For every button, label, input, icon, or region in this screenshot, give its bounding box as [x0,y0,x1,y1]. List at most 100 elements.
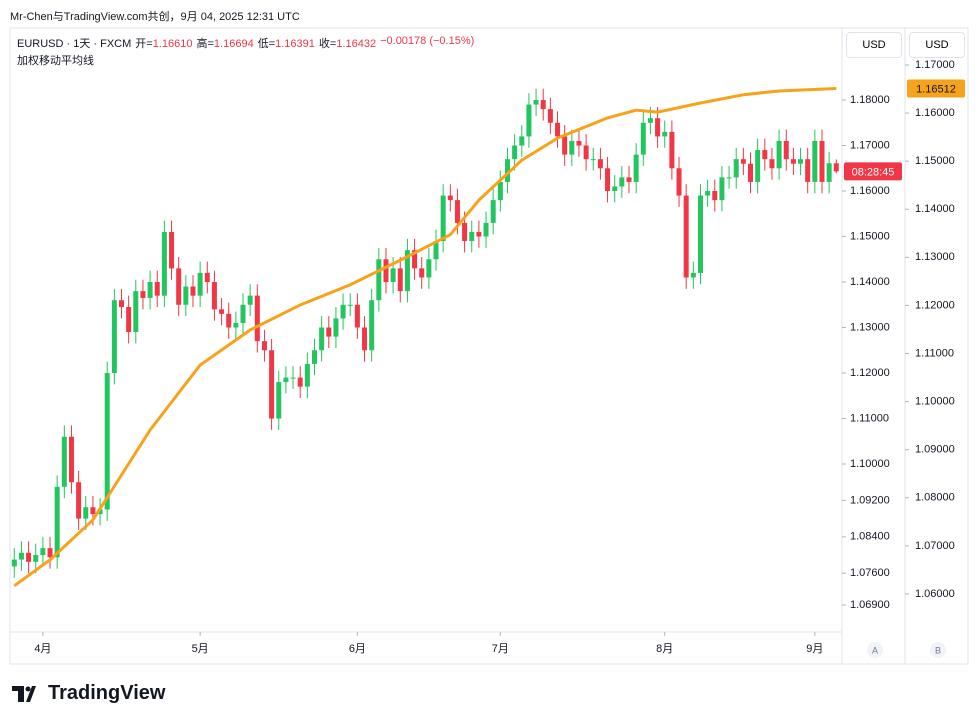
candle-body [783,140,789,160]
candle-body [254,295,260,342]
last-value-label: 1.16512 [916,83,956,95]
candle-body [433,241,439,260]
legend-value: 1.16391 [275,38,315,50]
candle-body [619,177,625,187]
candle-body [154,282,160,296]
last-value-box [907,79,965,98]
candle-body [161,231,167,296]
candle-body [769,159,775,169]
candle-body [11,559,17,567]
candle-body [169,231,175,269]
legend-value: 1.16694 [213,38,254,50]
currency-button[interactable]: USD [846,32,902,58]
candle-body [40,548,46,556]
candle-body [819,140,825,182]
y2-tick-label: 1.07000 [915,540,955,552]
candle-body [497,181,503,201]
attribution: Mr-Chen与TradingView.com共创，9月 04, 2025 12… [10,11,300,23]
candle-body [61,436,67,487]
candle-body [454,200,460,223]
candle-body [204,272,210,283]
candle-body [390,268,396,283]
candle-body [126,307,132,333]
candle-body [597,159,603,169]
scale-button-label[interactable]: A [872,645,878,655]
candle-body [569,140,575,155]
symbol: EURUSD · 1天 · FXCM [17,38,132,50]
y-tick-label: 1.14000 [850,276,890,288]
x-tick-label: 7月 [492,643,509,655]
candle-body [469,231,475,242]
candle-body [633,154,639,182]
y-tick-label: 1.06900 [850,599,890,611]
candle-body [647,118,653,123]
candle-body [412,250,418,269]
candle-body [576,140,582,146]
brand-name: TradingView [48,682,166,704]
candle-body [119,300,125,308]
candle-body [462,222,468,242]
candle-body [283,377,289,383]
candle-body [176,268,182,305]
candle-body [354,304,360,328]
candle-body [776,140,782,169]
y-tick-label: 1.11000 [850,412,889,424]
scale-button-label[interactable]: B [935,645,941,655]
candle-body [590,159,596,161]
y2-tick-label: 1.09000 [915,444,955,456]
change: −0.00178 (−0.15%) [380,35,475,47]
candle-body [655,118,661,137]
y-tick-label: 1.13000 [850,321,890,333]
candle-body [504,159,510,182]
candle-body [47,548,53,558]
candle-body [18,552,24,560]
candle-body [683,195,689,278]
candle-body [190,286,196,296]
logo-icon [12,685,36,702]
candle-body [805,159,811,182]
scale-button[interactable] [930,642,946,658]
y-tick-label: 1.17000 [850,139,890,151]
legend-label: 开= [135,38,153,50]
y-tick-label: 1.08400 [850,531,890,543]
legend-value: 1.16432 [336,38,377,50]
candle-body [340,304,346,319]
candle-body [755,150,761,182]
x-tick-label: 5月 [192,643,209,655]
candle-body [426,259,432,278]
legend-item: 收=1.16432 [319,35,376,51]
candle-body [419,268,425,278]
candle-body [240,304,246,323]
candle-body [583,145,589,160]
candle-body [476,231,482,237]
y2-tick-label: 1.12000 [915,299,955,311]
candle-body [626,177,632,182]
moving-average-line [13,86,837,588]
candle-body [798,159,804,164]
candle-body [269,350,275,419]
candle-body [533,100,539,105]
candle-body [762,150,768,160]
candle-body [347,304,353,306]
brand-logo: TradingView [12,682,165,705]
candle-body [397,268,403,292]
candle-body [183,286,189,305]
candle-body [133,291,139,333]
candle-body [333,318,339,337]
candle-body [612,186,618,192]
candle-body [261,341,267,351]
legend-label: 高= [196,38,214,50]
candle-body [83,507,89,519]
scale-button[interactable] [867,642,883,658]
currency-button[interactable]: USD [909,32,965,58]
legend-item: 高=1.16694 [196,35,253,51]
y2-tick-label: 1.10000 [915,396,955,408]
y-tick-label: 1.18000 [850,94,890,106]
candle-body [719,177,725,201]
candle-body [311,350,317,364]
x-tick-label: 6月 [349,643,366,655]
candle-body [97,509,103,515]
candle-body [740,159,746,164]
candle-body [26,552,32,562]
